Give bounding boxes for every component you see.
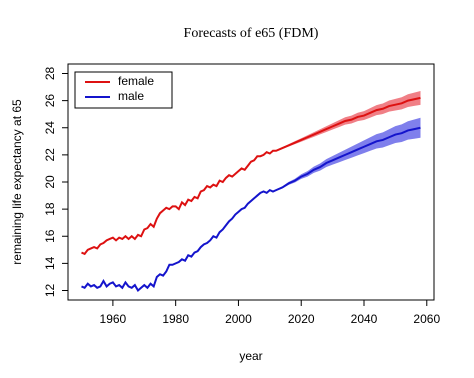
y-tick-label: 14 — [43, 256, 57, 270]
x-tick-label: 2020 — [288, 312, 315, 326]
legend-box — [74, 71, 173, 109]
chart-title: Forecasts of e65 (FDM) — [184, 26, 319, 41]
series-line — [81, 96, 421, 256]
y-tick-label: 22 — [43, 148, 57, 162]
y-tick-label: 20 — [43, 175, 57, 189]
x-tick-label: 2040 — [351, 312, 378, 326]
y-tick-label: 28 — [43, 67, 57, 81]
y-tick-label: 18 — [43, 202, 57, 216]
legend-label: female — [118, 74, 154, 88]
x-tick-label: 2000 — [225, 312, 252, 326]
y-axis-label: remaining life expectancy at 65 — [10, 99, 24, 265]
x-axis-label: year — [239, 349, 262, 363]
plot-frame — [67, 63, 435, 301]
x-tick-label: 2060 — [413, 312, 440, 326]
x-tick-label: 1980 — [162, 312, 189, 326]
y-tick-label: 26 — [43, 94, 57, 108]
legend-label: male — [118, 89, 144, 103]
series-line — [81, 126, 421, 293]
x-tick-label: 1960 — [100, 312, 127, 326]
y-tick-label: 24 — [43, 121, 57, 135]
y-tick-label: 16 — [43, 229, 57, 243]
y-tick-label: 12 — [43, 284, 57, 298]
